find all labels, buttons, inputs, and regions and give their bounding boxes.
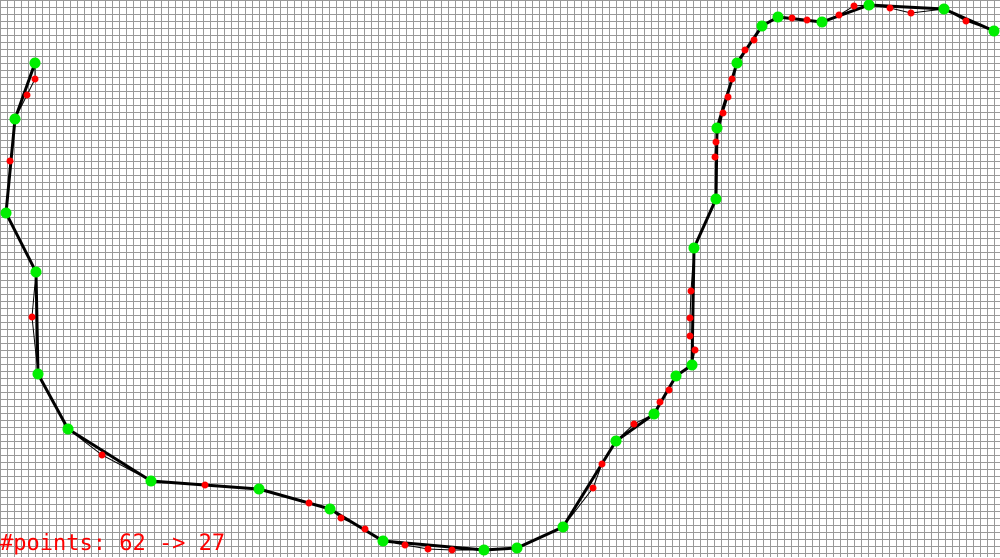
- removed-point: [665, 386, 673, 394]
- kept-point: [557, 521, 569, 533]
- kept-point: [938, 3, 950, 15]
- kept-point: [610, 435, 622, 447]
- kept-point: [648, 408, 660, 420]
- removed-point: [598, 460, 606, 468]
- kept-point: [9, 113, 21, 125]
- kept-point: [688, 242, 700, 254]
- removed-point: [728, 75, 736, 83]
- removed-point: [741, 46, 749, 54]
- removed-point: [886, 4, 894, 12]
- removed-point: [28, 313, 36, 321]
- removed-point: [589, 484, 597, 492]
- kept-point: [0, 207, 12, 219]
- removed-point: [448, 546, 456, 554]
- kept-point: [711, 122, 723, 134]
- kept-point: [478, 544, 490, 556]
- removed-point: [691, 346, 699, 354]
- kept-point: [62, 423, 74, 435]
- removed-point: [686, 314, 694, 322]
- removed-point: [803, 16, 811, 24]
- removed-point: [962, 17, 970, 25]
- kept-point: [710, 193, 722, 205]
- removed-point: [724, 93, 732, 101]
- kept-point: [863, 0, 875, 11]
- kept-point: [253, 483, 265, 495]
- removed-point: [711, 153, 719, 161]
- removed-point: [401, 541, 409, 549]
- removed-point: [687, 287, 695, 295]
- kept-point: [686, 359, 698, 371]
- kept-point: [816, 16, 828, 28]
- removed-point: [6, 157, 14, 165]
- removed-point: [750, 36, 758, 44]
- removed-point: [305, 499, 313, 507]
- kept-point: [988, 25, 1000, 37]
- removed-point: [201, 481, 209, 489]
- removed-point: [630, 420, 638, 428]
- kept-point: [324, 503, 336, 515]
- kept-point: [30, 266, 42, 278]
- removed-point: [337, 514, 345, 522]
- removed-point: [31, 75, 39, 83]
- removed-point: [424, 545, 432, 553]
- kept-point: [511, 542, 523, 554]
- kept-point: [377, 535, 389, 547]
- kept-point: [670, 370, 682, 382]
- kept-point: [32, 368, 44, 380]
- removed-point: [656, 398, 664, 406]
- removed-point: [907, 9, 915, 17]
- removed-points: [6, 2, 970, 554]
- removed-point: [686, 332, 694, 340]
- kept-point: [772, 11, 784, 23]
- removed-point: [98, 451, 106, 459]
- removed-point: [719, 109, 727, 117]
- points-count-label: #points: 62 -> 27: [0, 531, 226, 556]
- removed-point: [23, 91, 31, 99]
- removed-point: [835, 11, 843, 19]
- kept-point: [756, 20, 768, 32]
- kept-point: [29, 57, 41, 69]
- removed-point: [850, 2, 858, 10]
- kept-point: [731, 57, 743, 69]
- removed-point: [788, 14, 796, 22]
- removed-point: [361, 525, 369, 533]
- kept-point: [145, 475, 157, 487]
- removed-point: [712, 138, 720, 146]
